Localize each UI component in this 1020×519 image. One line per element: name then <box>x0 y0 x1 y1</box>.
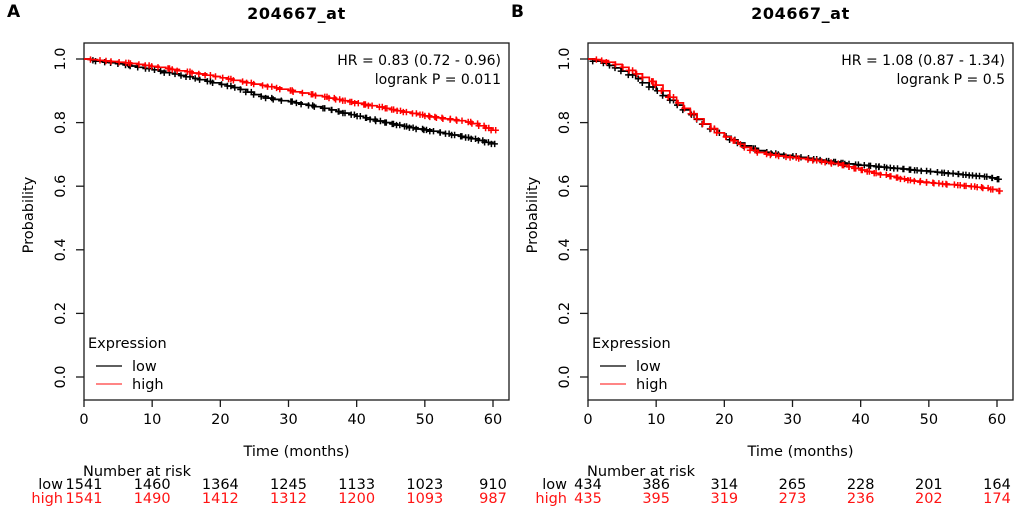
risk-value: 910 <box>479 477 507 493</box>
risk-row-high: high 435 395 319 273 236 202 174 <box>504 492 1020 507</box>
y-axis-label: Probability <box>21 176 37 254</box>
plot-title: 204667_at <box>247 4 346 23</box>
logrank-text: logrank P = 0.011 <box>374 72 501 88</box>
x-tick-label: 10 <box>143 412 161 428</box>
x-tick-label: 50 <box>416 412 434 428</box>
legend-label-high: high <box>132 377 164 393</box>
x-axis-label: Time (months) <box>243 444 350 460</box>
risk-row-label: high <box>535 491 567 507</box>
risk-value: 1460 <box>133 477 171 493</box>
risk-value: 1200 <box>338 491 376 507</box>
risk-value: 1133 <box>338 477 376 493</box>
risk-value: 434 <box>574 477 602 493</box>
y-tick-label: 0.8 <box>557 111 573 134</box>
risk-table-title: Number at risk <box>587 464 695 480</box>
legend-label-low: low <box>636 359 661 375</box>
risk-value: 164 <box>983 477 1011 493</box>
hr-annotation: HR = 1.08 (0.87 - 1.34) logrank P = 0.5 <box>588 52 1005 90</box>
risk-value: 1490 <box>133 491 171 507</box>
y-tick-label: 0.6 <box>53 175 69 198</box>
risk-value: 1412 <box>201 491 239 507</box>
x-tick-label: 40 <box>851 412 869 428</box>
hr-text: HR = 1.08 (0.87 - 1.34) <box>841 53 1005 69</box>
x-tick-label: 40 <box>347 412 365 428</box>
legend-label-low: low <box>132 359 157 375</box>
legend-line-low <box>96 365 122 367</box>
risk-value: 236 <box>846 491 875 507</box>
x-tick-label: 50 <box>920 412 938 428</box>
risk-row-label: low <box>542 477 567 493</box>
x-tick-label: 20 <box>715 412 733 428</box>
risk-value: 987 <box>479 491 507 507</box>
y-tick-label: 0.2 <box>53 302 69 325</box>
x-tick-label: 60 <box>988 412 1006 428</box>
risk-value: 1364 <box>201 477 239 493</box>
x-tick-label: 0 <box>583 412 592 428</box>
y-tick-label: 0.4 <box>557 238 573 261</box>
risk-value: 1541 <box>65 491 103 507</box>
risk-row-low: low 1541 1460 1364 1245 1133 1023 910 <box>0 478 516 493</box>
x-tick-label: 0 <box>79 412 88 428</box>
legend-line-high <box>96 383 122 385</box>
risk-value: 273 <box>778 491 807 507</box>
x-tick-label: 20 <box>211 412 229 428</box>
risk-table-title: Number at risk <box>83 464 191 480</box>
x-tick-label: 30 <box>279 412 297 428</box>
panel-label-b: B <box>511 2 524 22</box>
risk-value: 1023 <box>406 477 444 493</box>
risk-value: 202 <box>914 491 943 507</box>
risk-row-label: low <box>38 477 63 493</box>
risk-row-label: high <box>31 491 63 507</box>
hr-annotation: HR = 0.83 (0.72 - 0.96) logrank P = 0.01… <box>84 52 501 90</box>
x-tick-label: 30 <box>783 412 801 428</box>
legend-line-low <box>600 365 626 367</box>
risk-value: 386 <box>642 477 670 493</box>
y-tick-label: 1.0 <box>53 47 69 70</box>
y-tick-label: 0.2 <box>557 302 573 325</box>
risk-row-low: low 434 386 314 265 228 201 164 <box>504 478 1020 493</box>
x-tick-label: 10 <box>647 412 665 428</box>
legend-line-high <box>600 383 626 385</box>
risk-value: 314 <box>710 477 739 493</box>
panel-label-a: A <box>7 2 21 22</box>
risk-value: 1245 <box>270 477 307 493</box>
risk-value: 1093 <box>406 491 444 507</box>
risk-value: 201 <box>914 477 943 493</box>
panel-b: B 204667_at HR = 1.08 (0.87 - 1.34) logr… <box>504 0 1020 519</box>
risk-value: 265 <box>778 477 807 493</box>
y-tick-label: 0.6 <box>557 175 573 198</box>
risk-value: 1541 <box>65 477 103 493</box>
risk-row-high: high 1541 1490 1412 1312 1200 1093 987 <box>0 492 516 507</box>
x-tick-label: 60 <box>484 412 502 428</box>
y-axis-label: Probability <box>525 176 541 254</box>
y-tick-label: 0.4 <box>53 238 69 261</box>
logrank-text: logrank P = 0.5 <box>896 72 1005 88</box>
legend-title: Expression <box>88 336 167 352</box>
panel-a: A 204667_at HR = 0.83 (0.72 - 0.96) logr… <box>0 2 516 507</box>
legend-label-high: high <box>636 377 668 393</box>
plot-title: 204667_at <box>751 4 850 23</box>
legend-title: Expression <box>592 336 671 352</box>
y-tick-label: 1.0 <box>557 47 573 70</box>
y-tick-label: 0.0 <box>557 365 573 388</box>
x-axis-label: Time (months) <box>747 444 854 460</box>
risk-value: 395 <box>642 491 670 507</box>
risk-value: 1312 <box>270 491 307 507</box>
y-tick-label: 0.8 <box>53 111 69 134</box>
risk-value: 174 <box>983 491 1011 507</box>
hr-text: HR = 0.83 (0.72 - 0.96) <box>337 53 501 69</box>
risk-value: 228 <box>846 477 875 493</box>
y-tick-label: 0.0 <box>53 365 69 388</box>
risk-value: 319 <box>710 491 739 507</box>
risk-value: 435 <box>574 491 602 507</box>
